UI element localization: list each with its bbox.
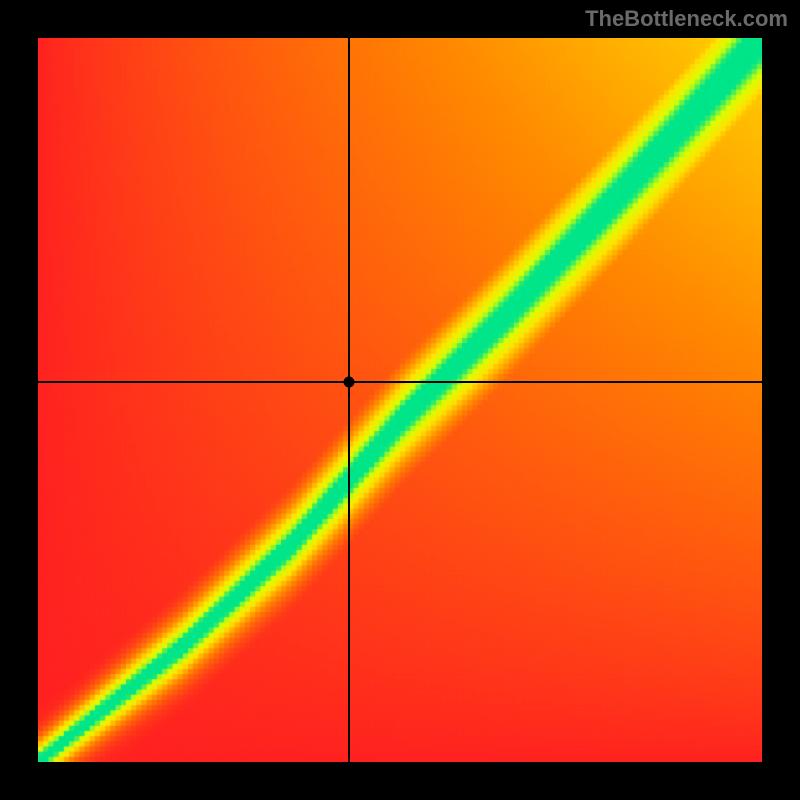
heatmap-canvas xyxy=(38,38,762,762)
plot-area xyxy=(38,38,762,762)
attribution-label: TheBottleneck.com xyxy=(585,6,788,32)
crosshair-point xyxy=(344,376,355,387)
chart-container: TheBottleneck.com xyxy=(0,0,800,800)
crosshair-horizontal xyxy=(38,381,762,383)
crosshair-vertical xyxy=(348,38,350,762)
